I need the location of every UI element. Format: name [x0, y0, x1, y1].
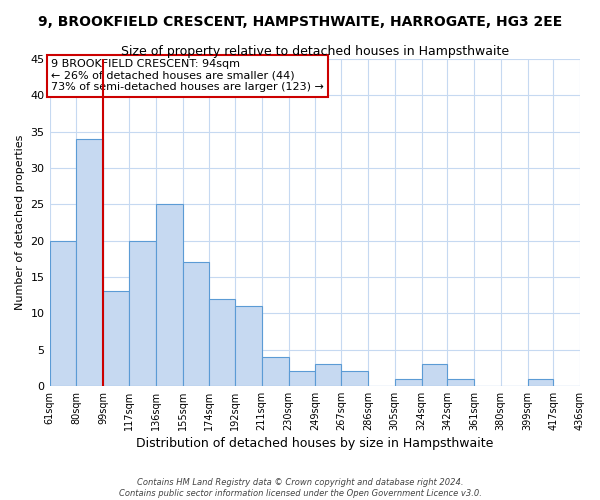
- Bar: [341, 372, 368, 386]
- Bar: [129, 240, 155, 386]
- Text: 9, BROOKFIELD CRESCENT, HAMPSTHWAITE, HARROGATE, HG3 2EE: 9, BROOKFIELD CRESCENT, HAMPSTHWAITE, HA…: [38, 15, 562, 29]
- Bar: [289, 372, 316, 386]
- Bar: [103, 292, 129, 386]
- Bar: [182, 262, 209, 386]
- Bar: [76, 139, 103, 386]
- Bar: [209, 298, 235, 386]
- Text: Contains HM Land Registry data © Crown copyright and database right 2024.
Contai: Contains HM Land Registry data © Crown c…: [119, 478, 481, 498]
- Bar: [50, 240, 76, 386]
- Bar: [422, 364, 447, 386]
- Bar: [447, 378, 474, 386]
- X-axis label: Distribution of detached houses by size in Hampsthwaite: Distribution of detached houses by size …: [136, 437, 493, 450]
- Bar: [527, 378, 553, 386]
- Y-axis label: Number of detached properties: Number of detached properties: [15, 135, 25, 310]
- Bar: [395, 378, 422, 386]
- Text: 9 BROOKFIELD CRESCENT: 94sqm
← 26% of detached houses are smaller (44)
73% of se: 9 BROOKFIELD CRESCENT: 94sqm ← 26% of de…: [51, 59, 324, 92]
- Title: Size of property relative to detached houses in Hampsthwaite: Size of property relative to detached ho…: [121, 45, 509, 58]
- Bar: [155, 204, 182, 386]
- Bar: [262, 357, 289, 386]
- Bar: [316, 364, 341, 386]
- Bar: [235, 306, 262, 386]
